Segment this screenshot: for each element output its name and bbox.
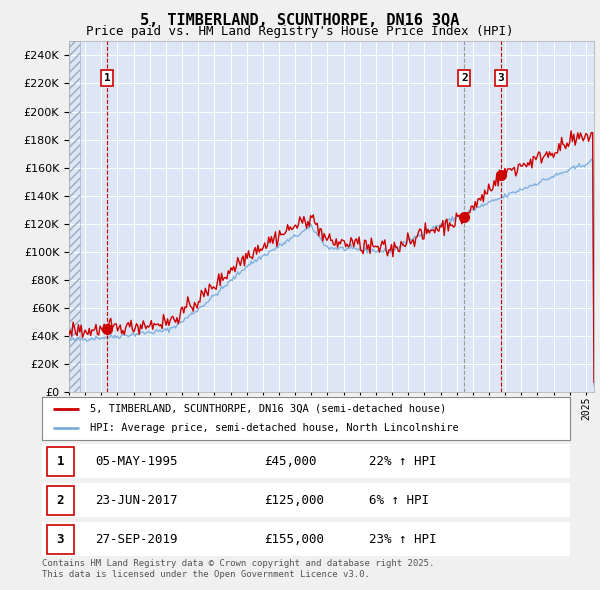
Text: Contains HM Land Registry data © Crown copyright and database right 2025.
This d: Contains HM Land Registry data © Crown c… xyxy=(42,559,434,579)
Text: 27-SEP-2019: 27-SEP-2019 xyxy=(95,533,178,546)
Text: £155,000: £155,000 xyxy=(264,533,324,546)
Text: Price paid vs. HM Land Registry's House Price Index (HPI): Price paid vs. HM Land Registry's House … xyxy=(86,25,514,38)
Text: HPI: Average price, semi-detached house, North Lincolnshire: HPI: Average price, semi-detached house,… xyxy=(89,423,458,433)
Text: 3: 3 xyxy=(57,533,64,546)
Text: 2: 2 xyxy=(461,73,467,83)
Text: 22% ↑ HPI: 22% ↑ HPI xyxy=(370,455,437,468)
Bar xyxy=(47,486,74,515)
Text: 6% ↑ HPI: 6% ↑ HPI xyxy=(370,494,430,507)
Text: 5, TIMBERLAND, SCUNTHORPE, DN16 3QA (semi-detached house): 5, TIMBERLAND, SCUNTHORPE, DN16 3QA (sem… xyxy=(89,404,446,414)
Text: 23% ↑ HPI: 23% ↑ HPI xyxy=(370,533,437,546)
Text: 3: 3 xyxy=(498,73,505,83)
Text: 5, TIMBERLAND, SCUNTHORPE, DN16 3QA: 5, TIMBERLAND, SCUNTHORPE, DN16 3QA xyxy=(140,13,460,28)
Text: 05-MAY-1995: 05-MAY-1995 xyxy=(95,455,178,468)
Text: £125,000: £125,000 xyxy=(264,494,324,507)
Bar xyxy=(47,447,74,476)
Text: 1: 1 xyxy=(57,455,64,468)
Text: 23-JUN-2017: 23-JUN-2017 xyxy=(95,494,178,507)
Bar xyxy=(47,525,74,554)
Text: 2: 2 xyxy=(57,494,64,507)
Text: £45,000: £45,000 xyxy=(264,455,316,468)
Text: 1: 1 xyxy=(104,73,110,83)
